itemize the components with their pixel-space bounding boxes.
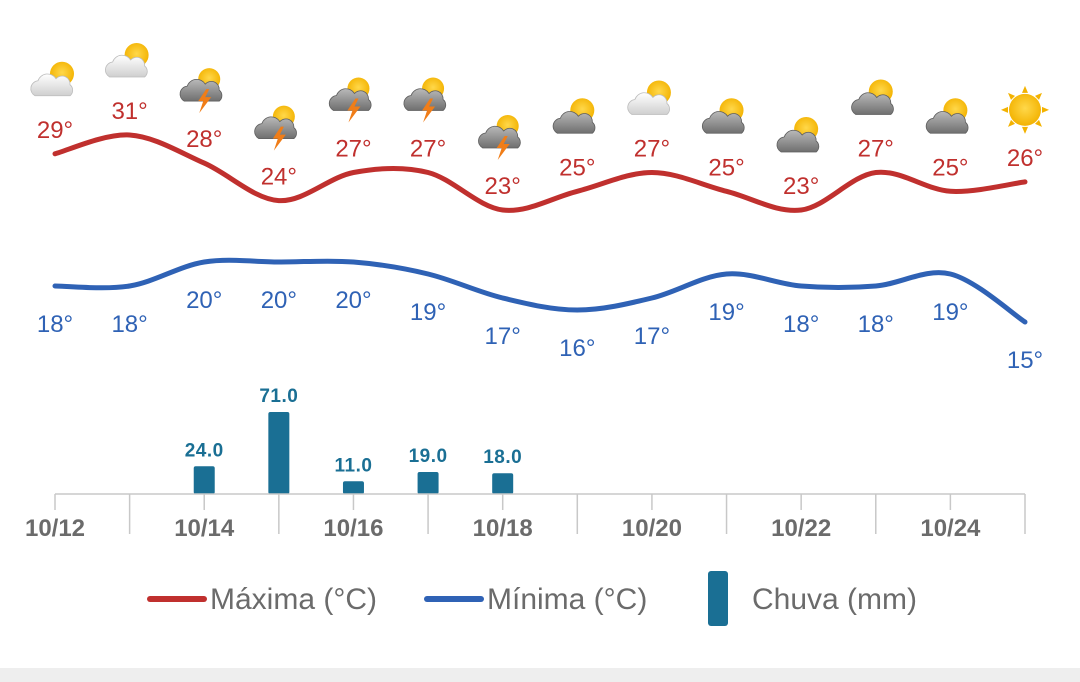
- legend-label-min: Mínima (°C): [487, 583, 647, 616]
- x-tick-label: 10/22: [771, 515, 831, 542]
- storm-icon: [254, 105, 298, 152]
- legend: Máxima (°C) Mínima (°C) Chuva (mm): [147, 571, 917, 626]
- max-temp-label: 25°: [559, 154, 595, 181]
- max-temp-label: 23°: [485, 173, 521, 200]
- sun-cloud-icon: [30, 61, 75, 97]
- sun-cloud-icon: [105, 42, 150, 78]
- min-temp-label: 17°: [634, 323, 670, 350]
- max-temp-label: 28°: [186, 126, 222, 153]
- rain-bar: [342, 481, 364, 494]
- x-tick-label: 10/20: [622, 515, 682, 542]
- x-tick-label: 10/18: [473, 515, 533, 542]
- max-temp-label: 25°: [932, 154, 968, 181]
- max-temp-label: 29°: [37, 117, 73, 144]
- min-temp-label: 18°: [37, 311, 73, 338]
- min-temperature-series: 18° 18° 20° 20° 20° 19° 17° 16° 17° 19° 18° 18° 19° 1…: [37, 257, 1043, 374]
- max-temp-label: 25°: [708, 154, 744, 181]
- max-temp-label: 27°: [634, 136, 670, 163]
- rain-bars: 24.0 71.0 11.0 19.0 18.0: [185, 386, 522, 494]
- min-temp-label: 19°: [708, 299, 744, 326]
- min-temp-label: 16°: [559, 335, 595, 362]
- min-temp-label: 17°: [485, 323, 521, 350]
- legend-label-max: Máxima (°C): [210, 583, 377, 616]
- legend-item-rain: Chuva (mm): [708, 571, 917, 626]
- min-temp-label: 19°: [410, 299, 446, 326]
- max-temp-label: 27°: [858, 136, 894, 163]
- x-tick-label: 10/12: [25, 515, 85, 542]
- legend-label-rain: Chuva (mm): [752, 583, 917, 616]
- bottom-strip: [0, 668, 1080, 682]
- partly-cloudy-icon: [701, 97, 745, 134]
- min-temp-label: 15°: [1007, 347, 1043, 374]
- legend-item-min: Mínima (°C): [424, 583, 647, 616]
- max-temp-label: 23°: [783, 173, 819, 200]
- sun-icon: [1001, 85, 1049, 134]
- rain-value-label: 71.0: [259, 386, 298, 407]
- rain-value-label: 19.0: [409, 446, 448, 467]
- min-temp-label: 18°: [111, 311, 147, 338]
- rain-bar: [268, 412, 290, 494]
- legend-item-max: Máxima (°C): [147, 583, 377, 616]
- max-temp-label: 31°: [111, 98, 147, 125]
- x-tick-label: 10/14: [174, 515, 235, 542]
- storm-icon: [179, 67, 223, 114]
- storm-icon: [477, 114, 521, 161]
- max-temperature-line: [52, 132, 1028, 213]
- partly-cloudy-icon: [552, 97, 596, 134]
- min-temperature-line: [52, 257, 1028, 325]
- max-temperature-series: 29° 31° 28° 24° 27° 27° 23° 25° 27° 25° 23° 27° 25° 2…: [37, 98, 1043, 213]
- rain-value-label: 11.0: [334, 455, 372, 476]
- weather-icons: [30, 42, 1049, 161]
- rain-value-label: 18.0: [483, 447, 522, 468]
- partly-cloudy-icon: [851, 79, 894, 115]
- storm-icon: [328, 77, 372, 123]
- max-temp-label: 24°: [261, 164, 297, 191]
- min-temp-label: 18°: [783, 311, 819, 338]
- x-tick-label: 10/24: [920, 515, 981, 542]
- partly-cloudy-icon: [776, 116, 820, 153]
- rain-bar: [193, 466, 215, 494]
- max-temp-label: 26°: [1007, 145, 1043, 172]
- min-temp-label: 20°: [261, 287, 297, 314]
- storm-icon: [403, 77, 447, 123]
- min-temp-label: 19°: [932, 299, 968, 326]
- rain-value-label: 24.0: [185, 440, 224, 461]
- min-temp-label: 20°: [335, 287, 371, 314]
- min-temp-label: 18°: [858, 311, 894, 338]
- min-temp-label: 20°: [186, 287, 222, 314]
- x-tick-label: 10/16: [323, 515, 383, 542]
- x-axis: 10/12 10/14 10/16 10/18 10/20 10/22 10/24: [25, 493, 1026, 542]
- max-temp-label: 27°: [335, 136, 371, 163]
- rain-bar: [417, 472, 439, 494]
- partly-cloudy-icon: [925, 97, 969, 134]
- max-temp-label: 27°: [410, 136, 446, 163]
- sun-cloud-icon: [627, 80, 672, 115]
- rain-bar: [492, 473, 514, 494]
